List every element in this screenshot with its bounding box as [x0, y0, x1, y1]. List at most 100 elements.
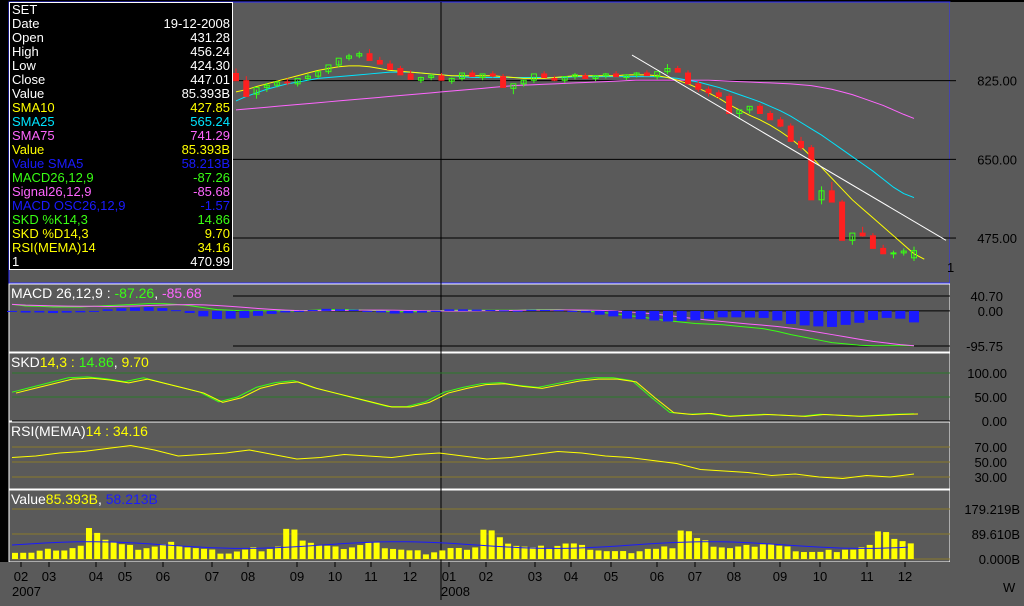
- macd-osc-bar: [471, 309, 482, 311]
- volume-bar: [743, 544, 750, 559]
- candle-down: [828, 190, 835, 203]
- x-tick-label: 04: [564, 569, 578, 584]
- info-key: Open: [12, 30, 44, 45]
- info-key: Value: [12, 86, 45, 101]
- volume-bar: [414, 550, 421, 559]
- skd-pane: [8, 352, 951, 422]
- macd-osc-bar: [676, 310, 687, 321]
- volume-bar: [726, 548, 733, 559]
- candle-up: [356, 53, 363, 57]
- volume-bar: [447, 548, 454, 559]
- volume-bar: [324, 545, 331, 559]
- info-value: 447.01: [190, 72, 230, 87]
- macd-osc-bar: [362, 310, 373, 312]
- volume-bar: [118, 544, 125, 559]
- info-key: Value SMA5: [12, 156, 84, 171]
- macd-osc-bar: [143, 307, 154, 311]
- candle-down: [715, 92, 722, 97]
- macd-signal-line: [11, 303, 915, 347]
- volume-bar: [866, 544, 873, 559]
- volume-bar: [357, 545, 364, 559]
- volume-bar: [381, 548, 388, 559]
- volume-bar: [521, 546, 528, 559]
- macd-osc-bar: [717, 310, 728, 318]
- volume-bar: [546, 548, 553, 559]
- x-tick-label: 06: [650, 569, 664, 584]
- info-row: Date 19-12-2008: [12, 17, 230, 31]
- x-tick-label: 02: [479, 569, 493, 584]
- volume-bar: [842, 549, 849, 559]
- macd-osc-bar: [321, 308, 332, 311]
- info-value: 9.70: [204, 226, 230, 241]
- volume-bar: [529, 547, 536, 559]
- candle-down: [726, 95, 733, 115]
- volume-bar: [431, 552, 438, 559]
- candle-up: [572, 74, 578, 78]
- candle-down: [798, 140, 804, 149]
- info-value: 427.85: [190, 100, 230, 115]
- macd-osc-bar: [444, 309, 455, 311]
- info-value: -1.57: [200, 198, 230, 213]
- volume-bar: [209, 549, 216, 559]
- info-row: Open 431.28: [12, 31, 230, 45]
- macd-osc-bar: [758, 310, 769, 318]
- volume-bar: [505, 543, 512, 559]
- volume-bar: [669, 548, 676, 559]
- volume-bar: [858, 547, 865, 559]
- info-key: SMA10: [12, 100, 55, 115]
- candle-down: [869, 235, 876, 249]
- volume-bar: [390, 548, 397, 559]
- value-label: Value85.393B, 58.213B: [11, 491, 158, 507]
- x-tick-label: 11: [364, 569, 378, 584]
- volume-bar: [135, 549, 142, 559]
- candle-down: [643, 72, 650, 77]
- sma75-line: [235, 79, 915, 119]
- volume-bar: [685, 531, 692, 559]
- volume-bar: [217, 553, 224, 559]
- volume-bar: [299, 540, 306, 559]
- candle-down: [284, 81, 291, 84]
- candle-up: [417, 77, 424, 81]
- volume-bar: [85, 528, 92, 559]
- macd-osc-bar: [294, 310, 304, 312]
- info-value: 14.86: [197, 212, 230, 227]
- x-axis-area: [0, 562, 1024, 606]
- candle-down: [767, 113, 774, 121]
- candle-up: [520, 79, 527, 85]
- rsi-tick-label: 50.00: [974, 455, 1007, 470]
- volume-bar: [159, 544, 166, 559]
- volume-bar: [307, 542, 314, 559]
- candle-down: [756, 105, 763, 115]
- macd-osc-bar: [635, 310, 646, 320]
- price-tick-label: 825.00: [977, 74, 1017, 89]
- volume-bar: [595, 550, 602, 559]
- volume-bar: [77, 545, 84, 559]
- candle-down: [705, 88, 712, 94]
- volume-bar: [792, 551, 799, 559]
- info-row: High 456.24: [12, 45, 230, 59]
- x-tick-label: 08: [727, 569, 741, 584]
- volume-bar: [694, 538, 701, 559]
- macd-osc-bar: [430, 310, 441, 312]
- info-key: MACD OSC26,12,9: [12, 198, 126, 213]
- candle-up: [346, 55, 352, 59]
- volume-bar: [562, 543, 569, 559]
- volume-bar: [28, 552, 35, 559]
- volume-bar: [274, 546, 281, 559]
- candle-up: [530, 73, 537, 81]
- volume-bar: [751, 546, 758, 559]
- volume-bar: [488, 530, 495, 559]
- skd-tick-label: 100.00: [967, 366, 1007, 381]
- macd-osc-bar: [608, 310, 619, 317]
- volume-bar: [636, 551, 643, 559]
- volume-bar: [143, 548, 150, 559]
- macd-osc-bar: [786, 310, 796, 324]
- volume-bar: [833, 552, 840, 559]
- candle-up: [459, 72, 465, 79]
- macd-osc-bar: [7, 310, 17, 312]
- candle-up: [818, 190, 825, 201]
- info-key: SET: [12, 2, 38, 17]
- value-sma-line: [11, 541, 908, 549]
- x-tick-label: 02: [14, 569, 28, 584]
